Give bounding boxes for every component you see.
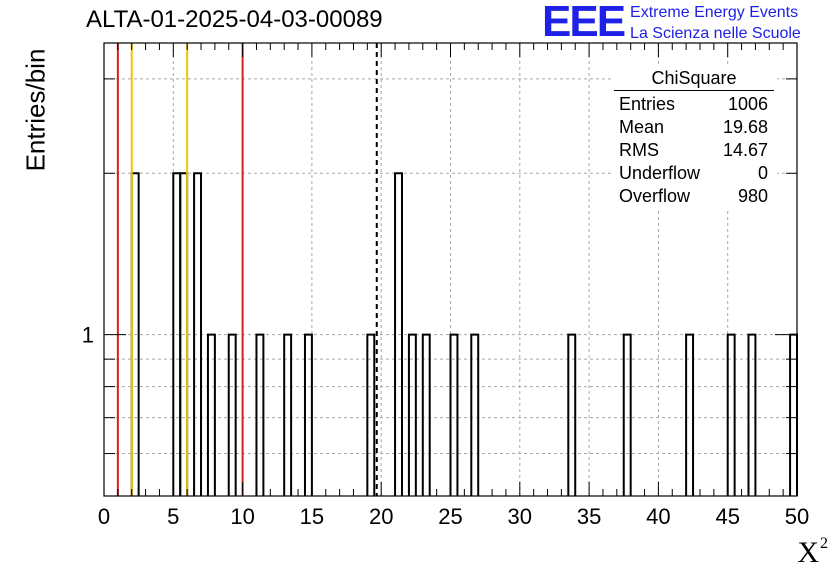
- x-tick-label: 15: [300, 504, 324, 529]
- histogram-bar: [449, 333, 459, 496]
- logo-text: Extreme Energy Events La Scienza nelle S…: [630, 2, 801, 44]
- histogram-bar: [685, 333, 695, 496]
- histogram-bar: [567, 333, 577, 496]
- stats-row-entries: Entries 1006: [611, 93, 777, 116]
- stats-value: 19.68: [722, 117, 768, 137]
- histogram-bar: [394, 172, 403, 496]
- stats-box: ChiSquare Entries 1006 Mean 19.68 RMS 14…: [611, 67, 777, 208]
- chart-title: ALTA-01-2025-04-03-00089: [86, 6, 383, 33]
- stats-value: 1006: [727, 94, 768, 114]
- histogram-bar: [283, 333, 293, 496]
- x-axis-label-symbol: X: [797, 536, 819, 569]
- stats-title: ChiSquare: [614, 67, 774, 91]
- x-tick-label: 35: [577, 504, 601, 529]
- histogram-bar: [206, 333, 216, 496]
- x-tick-label: 50: [785, 504, 809, 529]
- stats-label: RMS: [619, 140, 659, 160]
- x-tick-label: 30: [508, 504, 532, 529]
- histogram-bar: [726, 333, 736, 496]
- stats-row-rms: RMS 14.67: [611, 139, 777, 162]
- stats-label: Underflow: [619, 163, 701, 183]
- histogram-bar: [193, 172, 203, 496]
- histogram-bar: [227, 333, 237, 496]
- x-tick-label: 40: [646, 504, 670, 529]
- y-tick-label: 1: [82, 323, 94, 348]
- logo-mark: EEE: [542, 0, 626, 46]
- logo-line-2: La Scienza nelle Scuole: [630, 25, 801, 42]
- logo-line-1: Extreme Energy Events: [630, 4, 799, 21]
- x-tick-label: 20: [369, 504, 393, 529]
- x-axis-label: X2: [797, 535, 828, 570]
- x-tick-label: 0: [98, 504, 110, 529]
- x-tick-label: 10: [230, 504, 254, 529]
- stats-value: 14.67: [722, 140, 768, 160]
- histogram-bar: [255, 333, 265, 496]
- x-axis-label-superscript: 2: [820, 535, 828, 552]
- stats-label: Mean: [619, 117, 665, 137]
- stats-label: Overflow: [619, 186, 691, 206]
- histogram-bar: [622, 333, 632, 496]
- stats-row-overflow: Overflow 980: [611, 185, 777, 208]
- y-axis-label: Entries/bin: [20, 48, 51, 172]
- eee-logo: EEE Extreme Energy Events La Scienza nel…: [542, 0, 801, 44]
- stats-row-underflow: Underflow 0: [611, 162, 777, 185]
- histogram-bar: [470, 333, 480, 496]
- stats-row-mean: Mean 19.68: [611, 116, 777, 139]
- stats-label: Entries: [619, 94, 676, 114]
- x-tick-label: 5: [167, 504, 179, 529]
- x-tick-label: 25: [438, 504, 462, 529]
- stats-value: 980: [737, 186, 768, 206]
- histogram-bar: [747, 333, 757, 496]
- histogram-bar: [407, 333, 417, 496]
- histogram-bar: [303, 333, 313, 496]
- stats-value: 0: [757, 163, 768, 183]
- x-tick-label: 45: [715, 504, 739, 529]
- histogram-bar: [366, 333, 376, 496]
- histogram-bar: [421, 333, 431, 496]
